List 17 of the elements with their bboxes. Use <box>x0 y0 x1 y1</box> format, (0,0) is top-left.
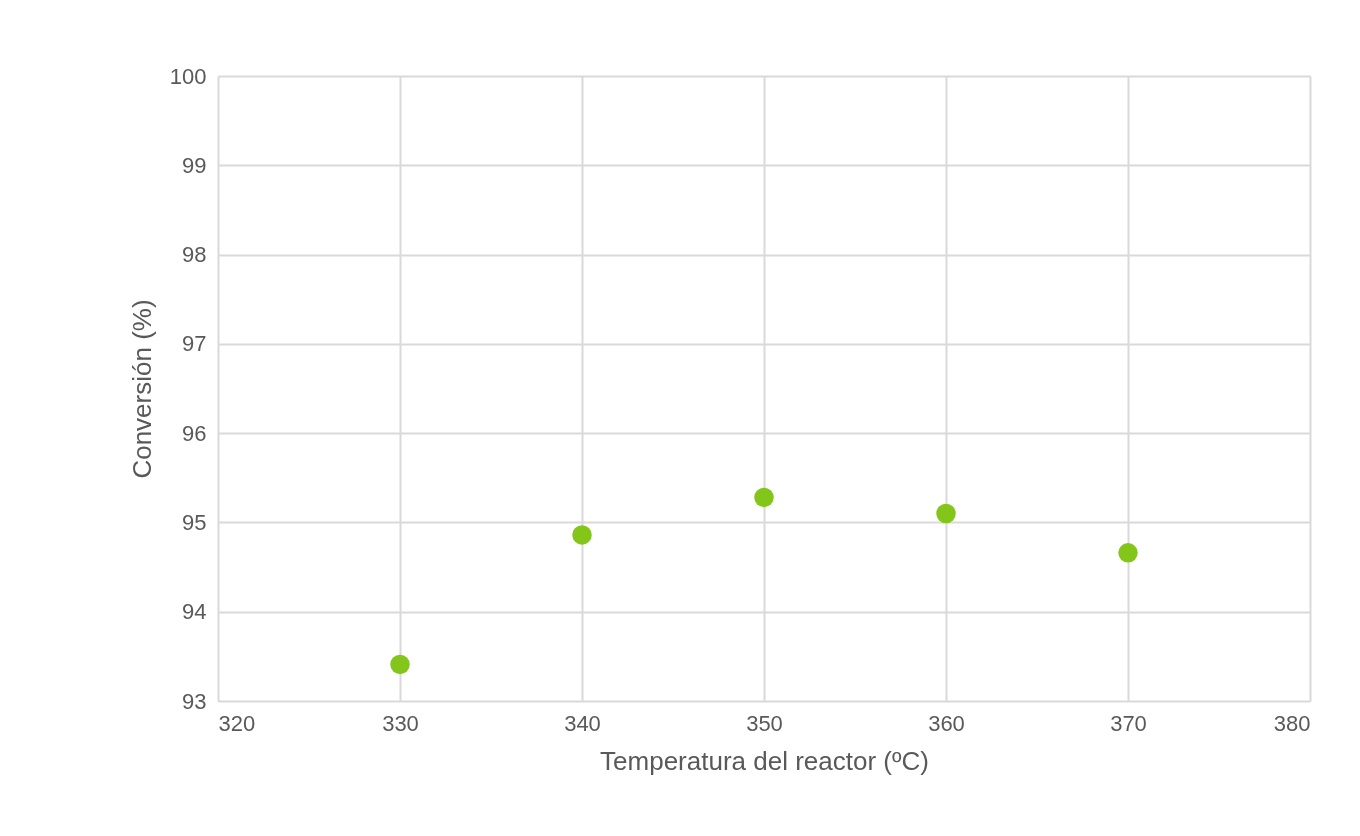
y-tick-label: 95 <box>182 509 207 535</box>
y-tick-label: 96 <box>182 420 207 446</box>
x-tick-label: 370 <box>1110 710 1147 736</box>
y-tick-label: 93 <box>182 688 207 714</box>
x-tick-label: 340 <box>564 710 601 736</box>
x-tick-label: 330 <box>382 710 419 736</box>
y-tick-label: 97 <box>182 331 207 357</box>
x-tick-label: 380 <box>1273 710 1311 736</box>
x-tick-label: 350 <box>746 710 783 736</box>
y-tick-label: 99 <box>182 152 207 178</box>
y-tick-label: 100 <box>169 63 207 89</box>
y-tick-label: 98 <box>182 242 207 268</box>
x-axis-title: Temperatura del reactor (ºC) <box>600 745 929 776</box>
y-tick-label: 94 <box>182 599 207 625</box>
x-tick-label: 320 <box>218 710 256 736</box>
x-tick-label: 360 <box>928 710 965 736</box>
y-axis-title: Conversión (%) <box>126 299 157 479</box>
